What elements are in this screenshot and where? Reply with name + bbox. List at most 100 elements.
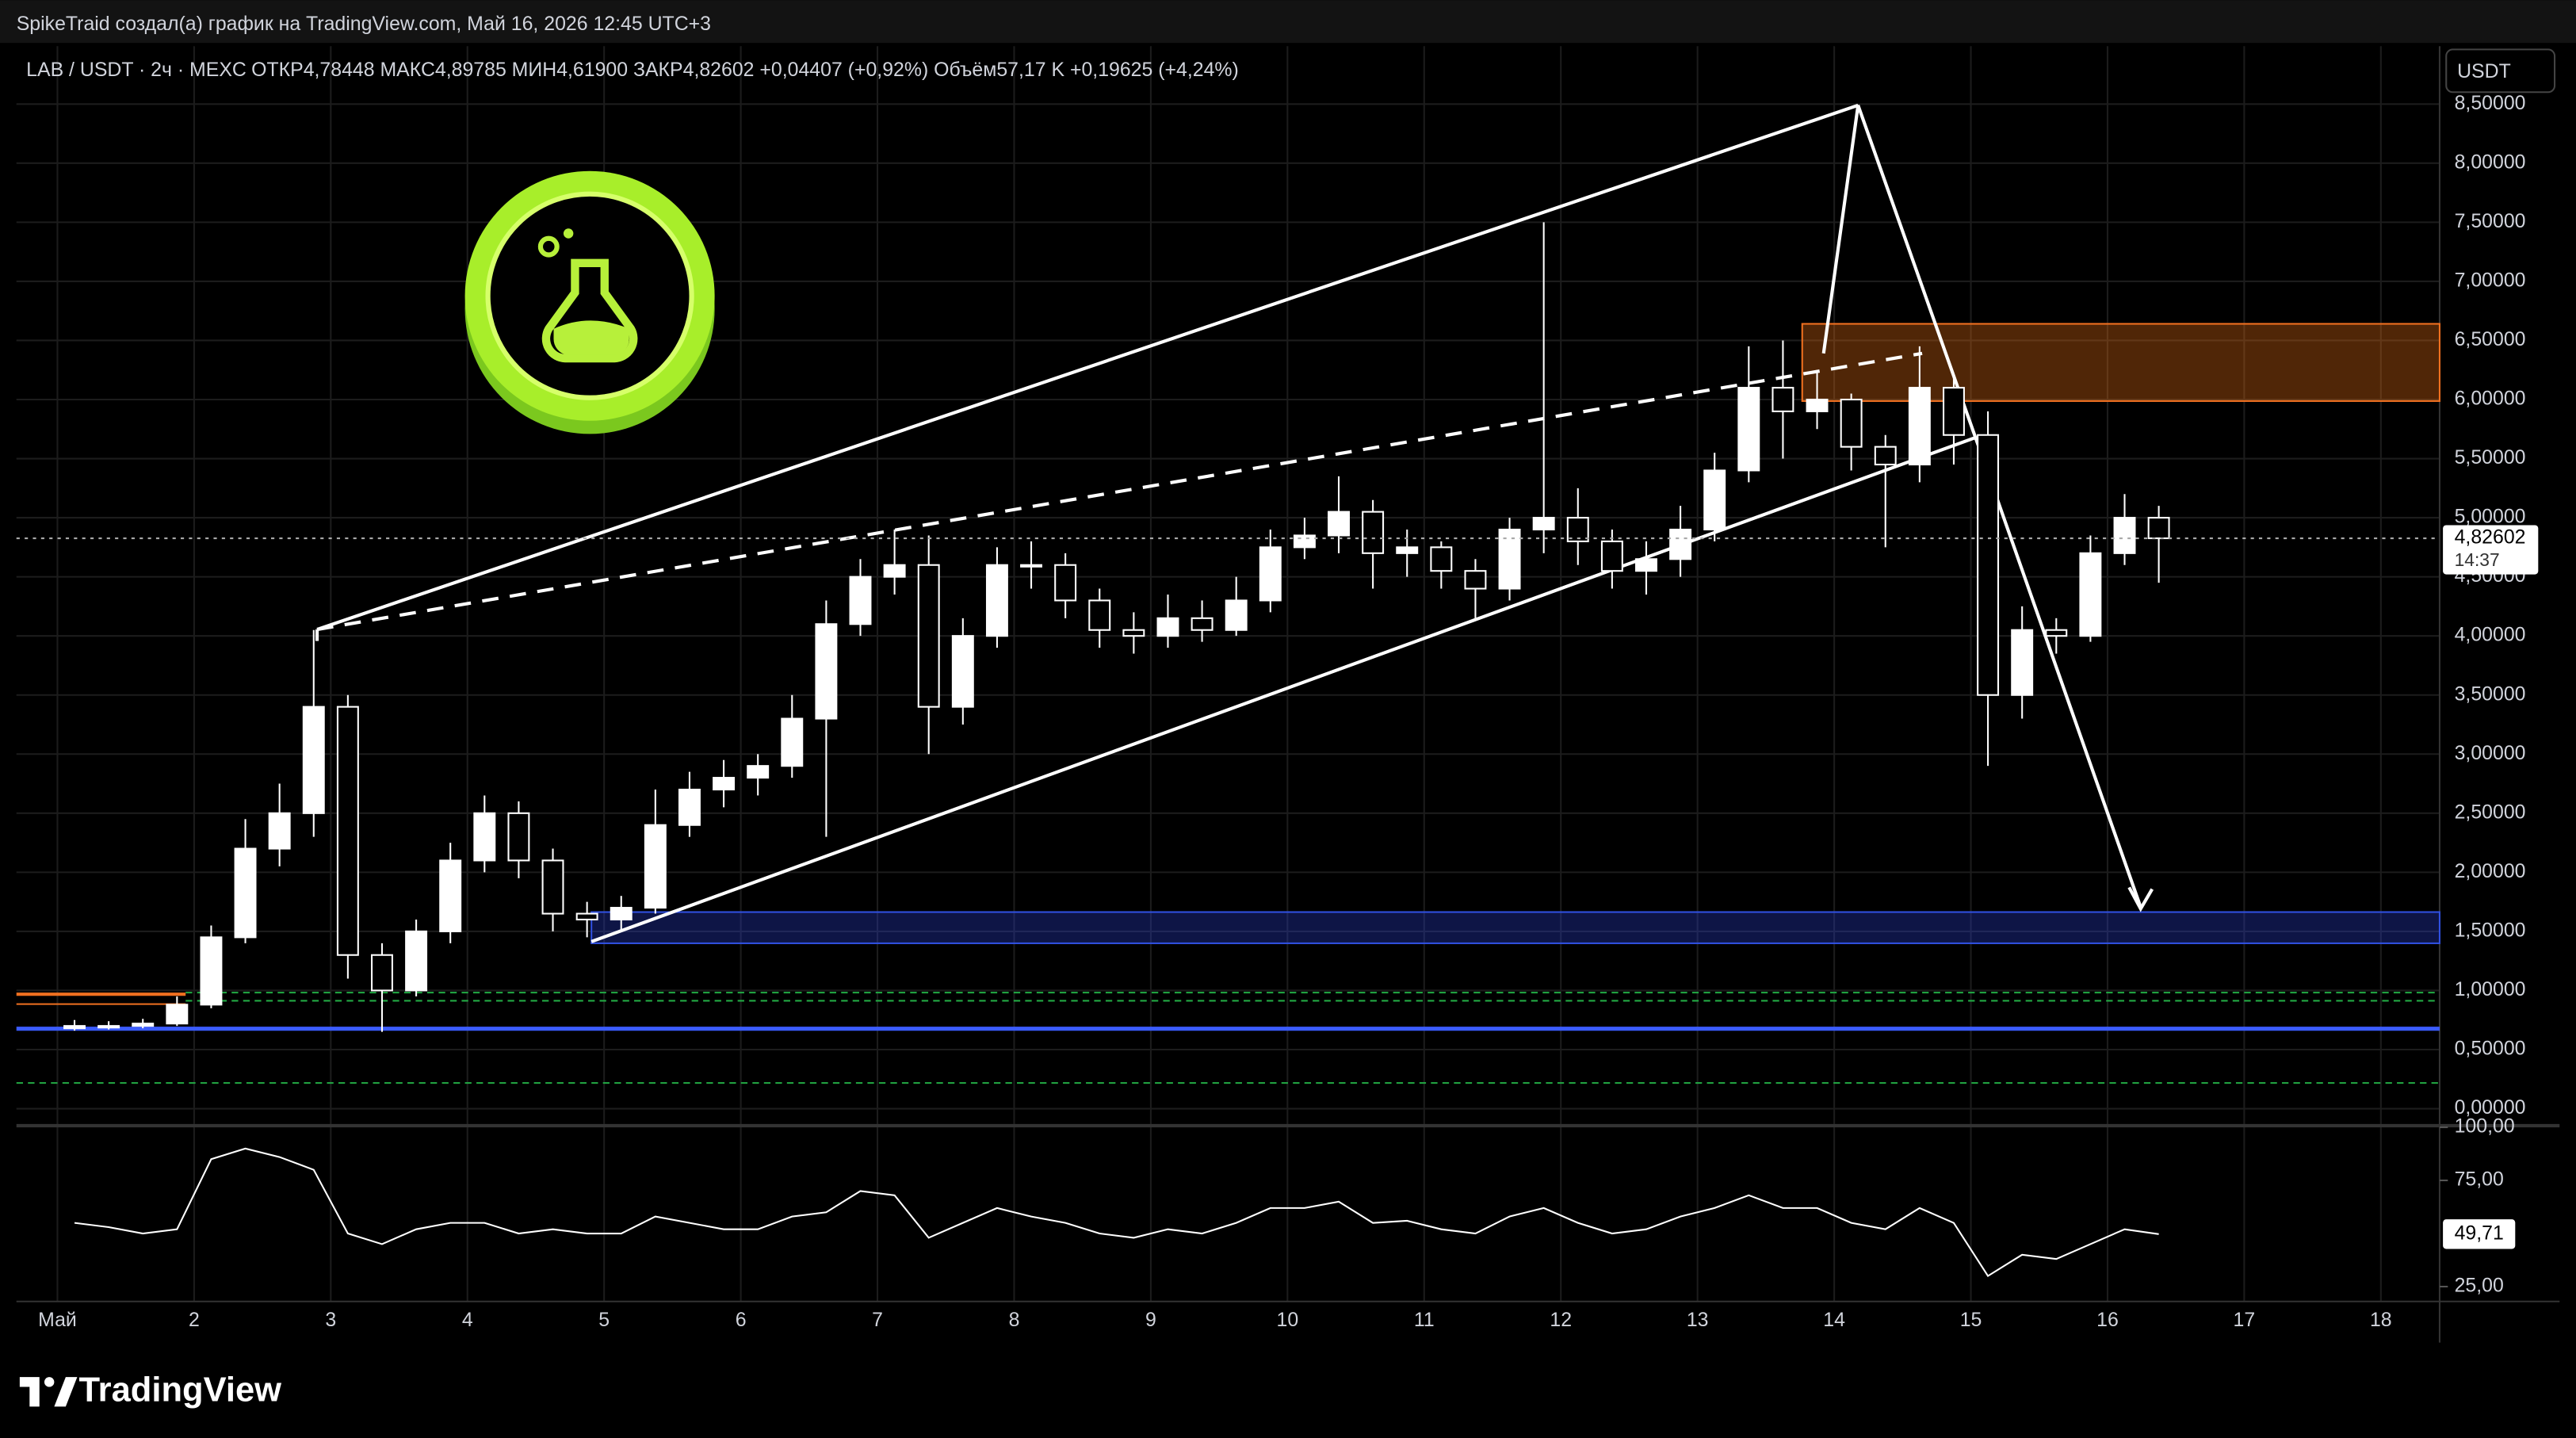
currency-button[interactable] [2445, 48, 2556, 94]
candle-body [1293, 534, 1316, 549]
x-tick-label: 7 [872, 1309, 883, 1331]
y-tick-label: 3,50000 [2455, 683, 2526, 705]
candle-body [575, 912, 598, 921]
candle-body [1771, 387, 1794, 412]
candle-body [610, 907, 633, 921]
candle-body [849, 576, 872, 625]
candle-body [302, 706, 325, 814]
logo-liquid [553, 320, 629, 355]
candle-body [507, 812, 530, 862]
candle-body [1840, 398, 1863, 448]
candle-body [781, 717, 804, 767]
candle-body [1054, 564, 1077, 602]
last-price-box [2443, 525, 2539, 575]
candle-body [1908, 387, 1931, 466]
channel-bottom [590, 435, 1978, 943]
y-tick-label: 0,50000 [2455, 1038, 2526, 1060]
candle-body [1328, 511, 1350, 537]
rsi-tick-label: 100,00 [2455, 1115, 2515, 1138]
x-tick-label: 5 [598, 1309, 610, 1331]
y-tick-label: 5,50000 [2455, 446, 2526, 468]
y-tick-label: 0,00000 [2455, 1096, 2526, 1119]
candle-body [1806, 398, 1829, 412]
projection-path [1821, 105, 2142, 908]
candle-body [1532, 517, 1555, 531]
x-tick-label: 2 [189, 1309, 200, 1331]
candle-body [166, 1004, 189, 1025]
logo-bubble [563, 228, 574, 239]
brand-name: TradingView [78, 1371, 281, 1409]
candle-body [1191, 617, 1213, 631]
resistance-zone [1801, 323, 2441, 402]
candle-body [2079, 552, 2102, 637]
symbol-title: LAB / USDT · 2ч · MEXC [26, 59, 247, 81]
candle-body [405, 930, 428, 992]
candle-body [371, 954, 393, 992]
candle-body [1977, 434, 2000, 696]
x-tick-label: 15 [1960, 1309, 1982, 1331]
candle-body [1498, 528, 1521, 590]
marks: 0,00000 0,50000 1,00000 1,50000 2,00000 2,500… [16, 92, 2539, 1331]
candle-body [1566, 517, 1589, 542]
candle-body [200, 936, 223, 1006]
x-tick-label: 9 [1145, 1309, 1156, 1331]
candle-body [1464, 570, 1487, 590]
candle-body [1600, 540, 1623, 572]
header-text: SpikeTraid создал(а) график на TradingVi… [17, 13, 711, 35]
currency-label[interactable]: USDT [2457, 60, 2511, 82]
logo-bubble [537, 235, 560, 258]
header-bar [0, 0, 2576, 44]
candle-body [336, 706, 359, 956]
grid [16, 46, 2440, 1302]
x-tick-label: 3 [325, 1309, 336, 1331]
candle-body [1737, 387, 1760, 472]
candle-body [2045, 629, 2068, 637]
y-tick-label: 2,50000 [2455, 801, 2526, 823]
x-tick-label: 10 [1277, 1309, 1299, 1331]
y-tick-label: 6,50000 [2455, 328, 2526, 350]
rsi-line [74, 1147, 2159, 1278]
y-tick-label: 8,50000 [2455, 92, 2526, 114]
candle-body [1635, 558, 1657, 572]
x-tick-label: 11 [1414, 1309, 1435, 1331]
rsi-last-box [2443, 1219, 2516, 1249]
channel-mid [316, 351, 1923, 632]
candle-body [268, 812, 291, 850]
candle-body [1703, 469, 1726, 531]
y-tick-label: 4,00000 [2455, 624, 2526, 646]
candle-body [917, 564, 940, 708]
logo [464, 170, 715, 434]
candle-body [132, 1023, 155, 1027]
y-tick-label: 1,50000 [2455, 919, 2526, 941]
x-tick-label: 13 [1687, 1309, 1709, 1331]
projection-arrow [2127, 886, 2154, 912]
brand-logo [19, 1377, 78, 1407]
x-tick-label: Май [38, 1309, 77, 1331]
channel-top [316, 103, 1859, 631]
candle-body [1088, 599, 1111, 631]
candle-body [883, 564, 906, 578]
last-price-label: 4,82602 [2455, 526, 2526, 549]
candle-body [1669, 528, 1692, 560]
candle-body [985, 564, 1008, 637]
drawings [315, 103, 2154, 943]
rsi-tick-label: 75,00 [2455, 1168, 2504, 1191]
candle-body [1874, 446, 1897, 466]
x-tick-label: 4 [462, 1309, 473, 1331]
candle-body [63, 1025, 86, 1030]
candle-body [439, 859, 462, 932]
candle-body [1396, 546, 1419, 554]
x-tick-label: 18 [2370, 1309, 2392, 1331]
candle-body [1156, 617, 1179, 637]
logo-flask [541, 258, 638, 363]
y-tick-label: 8,00000 [2455, 151, 2526, 173]
candle-body [644, 824, 667, 909]
candle-body [713, 777, 736, 791]
y-tick-label: 7,50000 [2455, 210, 2526, 232]
x-tick-label: 17 [2234, 1309, 2256, 1331]
candle-body [1942, 387, 1965, 436]
rsi-last-label: 49,71 [2455, 1222, 2504, 1244]
y-tick-label: 2,00000 [2455, 860, 2526, 882]
candle-body [951, 635, 974, 708]
countdown: 14:37 [2455, 549, 2500, 570]
